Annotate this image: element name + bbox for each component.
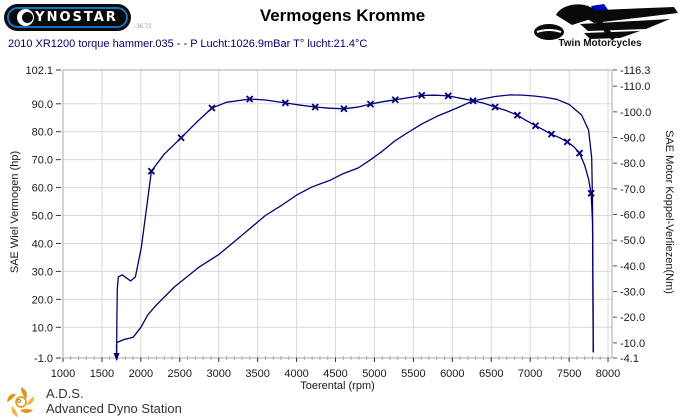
dynostar-wordmark: YNOSTAR <box>35 10 118 25</box>
x-tick-label: 5500 <box>401 368 425 380</box>
torque-x-marker <box>444 92 452 100</box>
torque-x-marker <box>208 104 216 112</box>
torque-x-marker <box>531 122 540 130</box>
left-tick-label: 70.0 <box>32 155 53 167</box>
ads-swirl-icon <box>7 387 34 417</box>
ads-abbr: A.D.S. <box>46 386 84 401</box>
left-tick-label: 80.0 <box>32 127 53 139</box>
torque-x-marker <box>587 189 595 197</box>
torque-x-marker <box>418 91 426 100</box>
torque-curve <box>115 94 595 356</box>
torque-x-marker <box>491 103 499 111</box>
x-tick-label: 2500 <box>168 368 192 380</box>
right-tick-label: -100.0 <box>620 107 651 119</box>
right-tick-label: -110.0 <box>620 81 650 93</box>
run-start-arrowhead <box>113 353 120 361</box>
torque-x-marker <box>391 96 399 104</box>
right-tick-label: -20.0 <box>620 312 645 324</box>
torque-x-marker <box>147 167 156 175</box>
torque-x-marker <box>245 95 254 103</box>
power-curve <box>116 94 594 353</box>
torque-x-marker <box>575 149 584 157</box>
torque-x-marker <box>340 105 348 113</box>
right-tick-label: -40.0 <box>620 261 645 273</box>
twin-motorcycles-eagle-icon <box>534 4 678 41</box>
x-tick-label: 1000 <box>51 368 75 380</box>
x-tick-label: 4500 <box>323 368 347 380</box>
left-tick-label: 90.0 <box>32 99 53 111</box>
x-tick-label: 7000 <box>518 368 542 380</box>
left-tick-label: -1.0 <box>34 353 53 365</box>
x-tick-label: 5000 <box>362 368 386 380</box>
torque-x-marker <box>311 103 319 111</box>
x-tick-label: 4000 <box>284 368 308 380</box>
dynostar-d-icon <box>17 9 35 26</box>
right-tick-label: -10.0 <box>620 338 645 350</box>
x-tick-label: 3500 <box>245 368 269 380</box>
right-tick-label: -30.0 <box>620 287 645 299</box>
torque-x-marker <box>469 97 477 105</box>
left-axis-title: SAE Wiel Vermogen (hp) <box>9 150 21 274</box>
x-tick-label: 2000 <box>129 368 153 380</box>
x-tick-label: 7500 <box>557 368 581 380</box>
ads-name: Advanced Dyno Station <box>46 401 182 416</box>
right-tick-label: -90.0 <box>620 133 645 145</box>
twin-motorcycles-label: Twin Motorcycles <box>558 38 642 49</box>
dynostar-version-note: ..36.73 <box>133 24 152 30</box>
torque-x-marker <box>177 134 185 142</box>
run-info-subtitle: 2010 XR1200 torque hammer.035 - - P Luch… <box>8 38 368 50</box>
x-tick-label: 8000 <box>596 368 620 380</box>
left-tick-label: 30.0 <box>32 266 53 278</box>
left-tick-label: 50.0 <box>32 211 53 223</box>
torque-x-marker <box>563 138 571 146</box>
right-tick-label: -60.0 <box>620 210 645 222</box>
torque-x-marker <box>547 130 556 138</box>
x-tick-label: 3000 <box>206 368 230 380</box>
x-tick-label: 1500 <box>90 368 114 380</box>
x-axis-title: Toerental (rpm) <box>300 380 375 392</box>
left-tick-label: 60.0 <box>32 183 53 195</box>
left-tick-label: 10.0 <box>32 322 53 334</box>
x-tick-label: 6500 <box>479 368 503 380</box>
torque-x-marker <box>366 100 375 108</box>
left-tick-label: 102.1 <box>25 65 53 77</box>
dynostar-logo: YNOSTAR <box>4 4 131 31</box>
right-tick-label: -80.0 <box>620 158 645 170</box>
dynostar-logo-ring <box>7 7 128 28</box>
right-axis-title: SAE Motor Koppel-Verliezen(Nm) <box>663 130 675 294</box>
right-tick-label: -116.3 <box>620 65 650 77</box>
torque-x-marker <box>281 99 290 107</box>
x-tick-label: 6000 <box>440 368 464 380</box>
torque-x-marker <box>513 111 522 119</box>
page-title: Vermogens Kromme <box>259 6 426 25</box>
left-tick-label: 20.0 <box>32 294 53 306</box>
left-tick-label: 40.0 <box>32 238 53 250</box>
right-tick-label: -4.1 <box>620 353 639 365</box>
right-tick-label: -70.0 <box>620 184 645 196</box>
plot-border <box>62 69 613 359</box>
right-tick-label: -50.0 <box>620 235 645 247</box>
